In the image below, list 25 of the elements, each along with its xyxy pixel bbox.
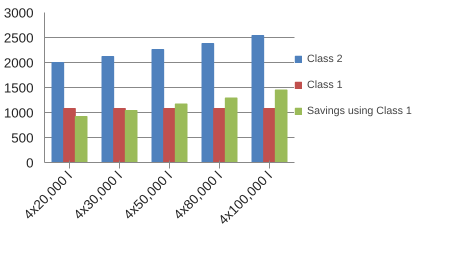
legend-label: Savings using Class 1 [307,105,412,117]
bar [124,110,138,162]
bar [113,108,126,162]
bar [174,104,188,162]
bar [202,43,214,162]
y-tick-label: 2000 [4,56,34,70]
y-tick-label: 2500 [4,30,34,46]
y-tick-label: 0 [26,156,34,170]
legend-label: Class 2 [307,53,343,65]
bar [63,108,76,162]
bar [252,35,264,162]
y-tick-label: 500 [11,130,34,146]
bar [74,116,88,162]
y-tick-label: 1500 [4,80,34,96]
bar [213,108,226,162]
y-tick-label: 1000 [4,106,34,120]
y-tick-label: 3000 [4,6,34,20]
bar [163,108,176,162]
bar [52,62,64,162]
bar [152,49,164,162]
bar [263,108,276,162]
bar [274,90,288,162]
bar [224,98,238,162]
bar [102,56,114,162]
legend-label: Class 1 [307,79,343,91]
